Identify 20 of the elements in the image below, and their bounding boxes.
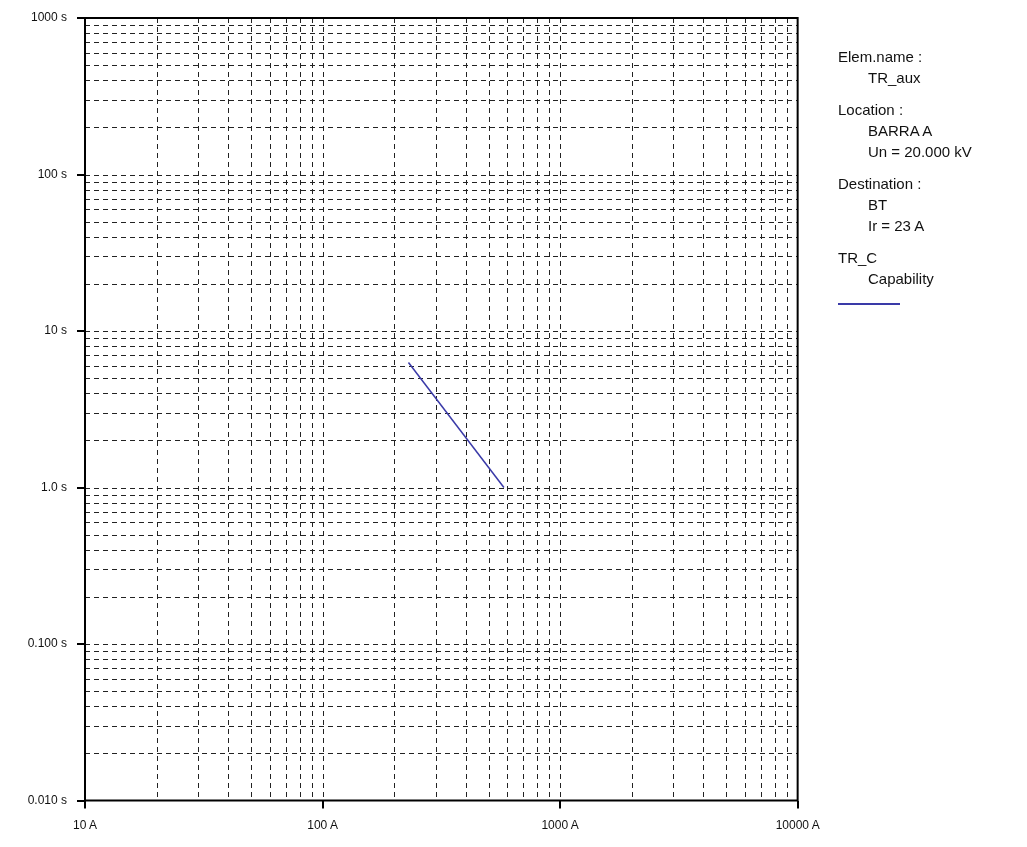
y-tick-label: 100 s bbox=[37, 166, 67, 181]
text: Capability bbox=[867, 269, 935, 289]
text: Destination : bbox=[838, 174, 923, 194]
text: TR_aux bbox=[867, 68, 922, 88]
text: BT bbox=[867, 195, 889, 215]
x-tick-label: 1000 A bbox=[541, 818, 579, 833]
x-tick-label: 100 A bbox=[307, 818, 338, 833]
y-tick-label: 10 s bbox=[44, 323, 67, 338]
text: TR_C bbox=[838, 248, 879, 268]
y-tick-label: 1000 s bbox=[30, 10, 67, 25]
y-tick-label: 0.100 s bbox=[27, 636, 67, 651]
text: Elem.name : bbox=[838, 47, 924, 67]
x-tick-label: 10000 A bbox=[775, 818, 820, 833]
y-tick-label: 1.0 s bbox=[40, 479, 67, 494]
text: Un = 20.000 kV bbox=[867, 142, 972, 162]
x-tick-label: 10 A bbox=[72, 818, 98, 833]
text: Ir = 23 A bbox=[867, 216, 926, 236]
y-tick-label: 0.010 s bbox=[27, 792, 67, 807]
text: BARRA A bbox=[867, 121, 934, 141]
text: Location : bbox=[838, 100, 905, 120]
